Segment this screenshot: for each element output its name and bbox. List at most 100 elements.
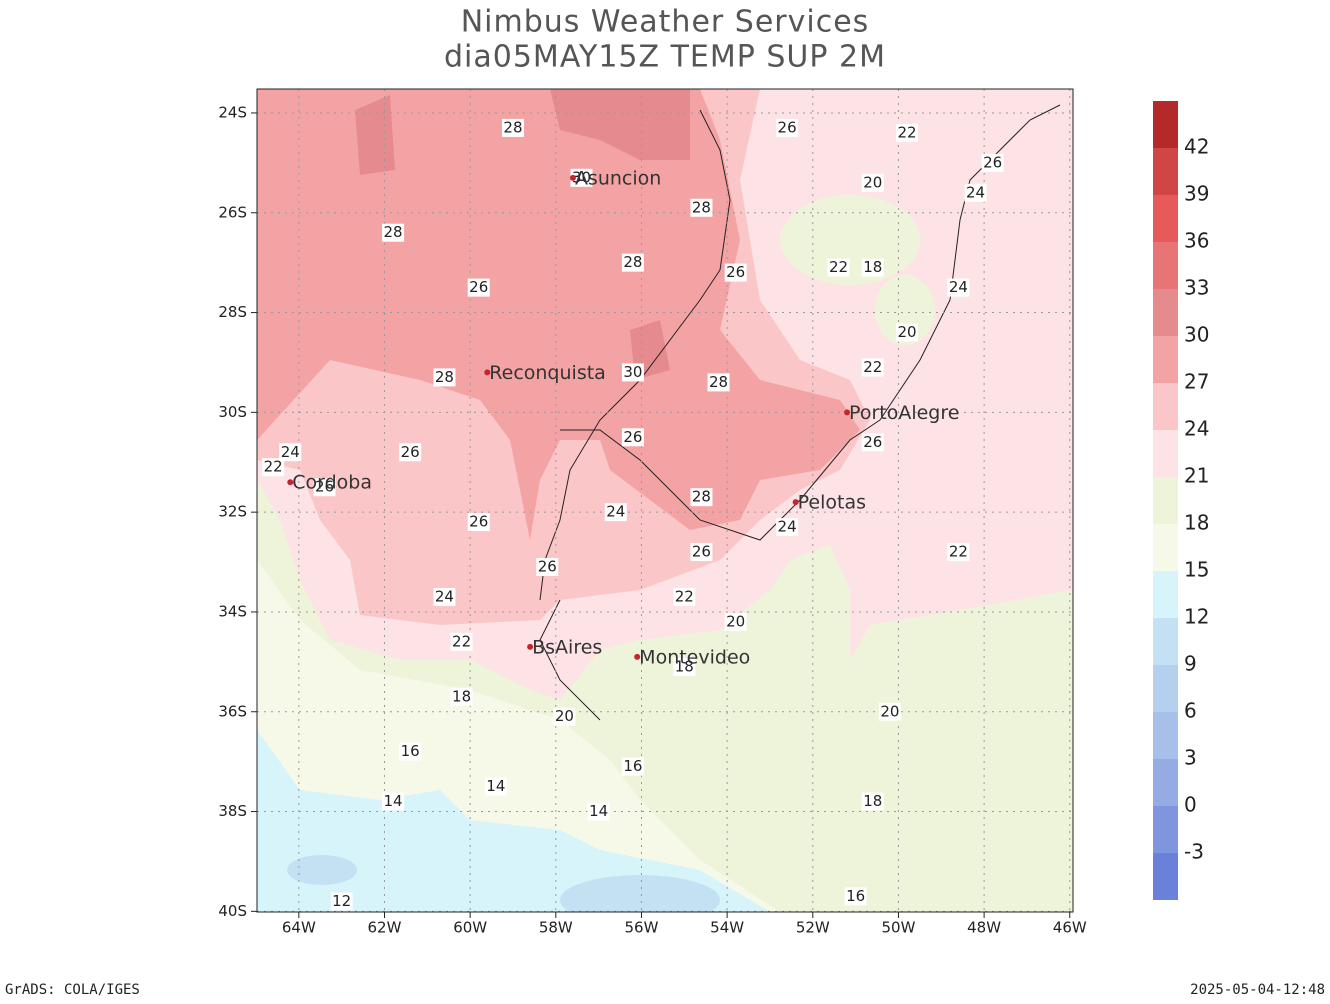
- colorbar-box: [1153, 665, 1178, 712]
- contour-label-bg: [433, 587, 456, 606]
- contour-label: 18: [675, 657, 694, 675]
- city-name: BsAires: [532, 636, 602, 658]
- contour-label: 26: [469, 278, 488, 296]
- contour-label-bg: [896, 123, 919, 142]
- contour-label-bg: [484, 777, 507, 796]
- contour-label: 28: [692, 488, 711, 506]
- colorbar-box: [1153, 336, 1178, 383]
- contour-label: 20: [726, 612, 745, 630]
- lon-tick-label: 54W: [710, 919, 744, 937]
- contour-label-bg: [570, 168, 593, 187]
- colorbar-box: [1153, 806, 1178, 853]
- field-9-12: [560, 875, 720, 912]
- colorbar-box: [1153, 618, 1178, 665]
- lon-tick-label: 50W: [881, 919, 915, 937]
- contour-label: 22: [863, 358, 882, 376]
- contour-label: 16: [401, 742, 420, 760]
- contour-label: 26: [863, 433, 882, 451]
- lon-tick-label: 52W: [796, 919, 830, 937]
- colorbar-label: 15: [1184, 558, 1209, 582]
- contour-label-bg: [724, 263, 747, 282]
- contour-label: 28: [503, 118, 522, 136]
- colorbar-label: 30: [1184, 323, 1209, 347]
- lat-tick-label: 26S: [218, 203, 247, 221]
- city-name: PortoAlegre: [849, 402, 959, 424]
- contour-label: 14: [589, 802, 608, 820]
- contour-label-bg: [861, 358, 884, 377]
- field-30-33: [355, 89, 690, 380]
- contour-label-bg: [673, 657, 696, 676]
- contour-label-bg: [399, 443, 422, 462]
- colorbar-box: [1153, 101, 1178, 148]
- colorbar-label: 21: [1184, 464, 1209, 488]
- colorbar-label: 42: [1184, 135, 1209, 159]
- contour-label: 28: [623, 253, 642, 271]
- contour-label-bg: [467, 278, 490, 297]
- contour-label-bg: [382, 792, 405, 811]
- contour-label-bg: [501, 118, 524, 137]
- contour-label: 14: [486, 777, 505, 795]
- city-marker: [634, 653, 641, 660]
- contour-label-bg: [433, 368, 456, 387]
- colorbar-box: [1153, 242, 1178, 289]
- contour-label: 18: [863, 258, 882, 276]
- footer-left: GrADS: COLA/IGES: [5, 982, 140, 998]
- colorbar-label: 33: [1184, 276, 1209, 300]
- contour-label-bg: [896, 323, 919, 342]
- contour-label: 26: [623, 428, 642, 446]
- contour-label: 18: [452, 687, 471, 705]
- city-marker: [484, 369, 491, 376]
- colorbar-label: 36: [1184, 229, 1209, 253]
- contour-label-bg: [690, 198, 713, 217]
- contour-label-bg: [536, 558, 559, 577]
- contour-label: 28: [692, 198, 711, 216]
- colorbar-label: 18: [1184, 511, 1209, 535]
- city-marker: [792, 499, 799, 506]
- contour-label-bg: [776, 518, 799, 537]
- colorbar-label: 9: [1184, 652, 1197, 676]
- city-name: Pelotas: [798, 492, 866, 514]
- colorbar-box: [1153, 195, 1178, 242]
- colorbar-label: 24: [1184, 417, 1209, 441]
- lat-tick-label: 40S: [218, 902, 247, 920]
- colorbar-box: [1153, 759, 1178, 806]
- contour-label: 22: [829, 258, 848, 276]
- city-name: Reconquista: [489, 362, 606, 384]
- contour-label: 20: [555, 707, 574, 725]
- contour-label-bg: [964, 183, 987, 202]
- city-name: Asuncion: [575, 167, 661, 189]
- contour-label: 16: [623, 757, 642, 775]
- title-line-2: dia05MAY15Z TEMP SUP 2M: [444, 40, 886, 75]
- contour-label-bg: [947, 543, 970, 562]
- map-frame: [256, 88, 1074, 913]
- contour-label-bg: [330, 892, 353, 911]
- contour-label: 26: [983, 153, 1002, 171]
- contour-label-bg: [690, 488, 713, 507]
- colorbar-label: -3: [1184, 840, 1204, 864]
- contour-label: 22: [264, 458, 283, 476]
- contour-label-bg: [621, 253, 644, 272]
- lat-tick-label: 38S: [218, 802, 247, 820]
- contour-label-bg: [553, 707, 576, 726]
- colorbar-box: [1153, 383, 1178, 430]
- title-line-1: Nimbus Weather Services: [461, 5, 870, 40]
- colorbar-box: [1153, 289, 1178, 336]
- colorbar-label: 27: [1184, 370, 1209, 394]
- contour-label-bg: [621, 428, 644, 447]
- lon-tick-label: 48W: [967, 919, 1001, 937]
- colorbar-label: 39: [1184, 182, 1209, 206]
- contour-label: 24: [778, 518, 797, 536]
- contour-label-bg: [450, 687, 473, 706]
- lat-tick-label: 34S: [218, 602, 247, 620]
- contour-label: 24: [949, 278, 968, 296]
- colorbar-box: [1153, 712, 1178, 759]
- contour-label-bg: [861, 258, 884, 277]
- city-marker: [287, 479, 294, 486]
- contour-label-bg: [604, 503, 627, 522]
- city-name: Montevideo: [639, 646, 750, 668]
- lat-tick-label: 24S: [218, 103, 247, 121]
- city-marker: [569, 174, 576, 181]
- contour-label: 12: [332, 892, 351, 910]
- colorbar-box: [1153, 477, 1178, 524]
- contour-label: 26: [538, 558, 557, 576]
